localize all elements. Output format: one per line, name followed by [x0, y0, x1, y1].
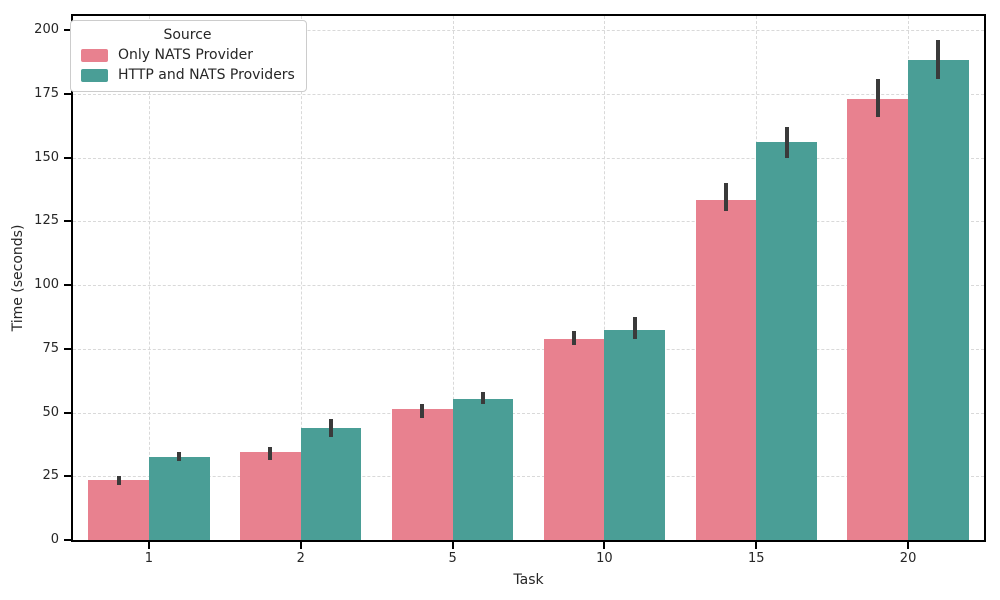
x-axis-title: Task [513, 572, 544, 588]
y-gridline [73, 30, 984, 32]
legend-label: HTTP and NATS Providers [118, 67, 295, 83]
y-tick [64, 284, 71, 287]
y-tick-label: 25 [42, 468, 59, 484]
y-tick-label: 75 [42, 340, 59, 356]
error-bar [632, 316, 637, 339]
bar-15-series-0 [695, 199, 757, 540]
plot-area [71, 14, 986, 542]
y-tick-label: 0 [50, 532, 59, 547]
y-tick [64, 220, 71, 223]
x-tick-label: 5 [448, 551, 457, 566]
y-gridline [73, 285, 984, 287]
x-tick [147, 542, 150, 549]
x-gridline [148, 16, 150, 540]
x-tick [755, 542, 758, 549]
x-tick-label: 2 [296, 551, 305, 566]
error-bar [268, 446, 273, 460]
y-tick [64, 347, 71, 350]
bar-5-series-0 [391, 408, 453, 540]
x-tick-label: 20 [899, 551, 917, 566]
legend-label: Only NATS Provider [118, 47, 254, 63]
error-bar [784, 127, 789, 158]
y-gridline [73, 348, 984, 350]
error-bar [875, 78, 880, 117]
legend-swatch-icon [81, 68, 108, 82]
x-tick [451, 542, 454, 549]
bar-20-series-1 [908, 59, 969, 540]
x-gridline [604, 16, 606, 540]
bar-1-series-0 [88, 480, 149, 540]
error-bar [420, 403, 425, 418]
y-gridline [73, 412, 984, 414]
y-tick-label: 175 [34, 85, 59, 101]
y-gridline [73, 157, 984, 159]
error-bar [116, 476, 121, 486]
x-gridline [300, 16, 302, 540]
bar-10-series-0 [543, 338, 605, 540]
y-tick [64, 156, 71, 159]
error-bar [723, 183, 728, 212]
error-bar [329, 418, 334, 437]
y-tick-label: 50 [42, 404, 59, 420]
y-tick-label: 150 [34, 149, 59, 165]
error-bar [572, 331, 577, 346]
y-tick [64, 475, 71, 478]
y-gridline [73, 476, 984, 478]
legend: Source Only NATS Provider HTTP and NATS … [70, 20, 307, 92]
bar-5-series-1 [452, 398, 514, 540]
bar-1-series-1 [148, 457, 210, 540]
x-tick [907, 542, 910, 549]
legend-item: Only NATS Provider [81, 47, 294, 63]
x-tick [299, 542, 302, 549]
x-tick [603, 542, 606, 549]
bar-2-series-1 [300, 427, 362, 540]
y-tick [64, 411, 71, 414]
y-gridline [73, 221, 984, 223]
error-bar [177, 452, 182, 461]
y-tick-label: 100 [34, 277, 59, 293]
error-bar [936, 40, 941, 79]
y-tick-label: 125 [34, 213, 59, 229]
x-gridline [452, 16, 454, 540]
legend-item: HTTP and NATS Providers [81, 67, 295, 83]
bar-15-series-1 [756, 142, 817, 540]
bar-10-series-1 [604, 329, 666, 540]
x-tick-label: 15 [747, 551, 765, 566]
x-tick-label: 1 [144, 551, 154, 566]
x-tick-label: 10 [596, 551, 613, 566]
legend-title: Source [163, 27, 212, 43]
y-tick-label: 200 [34, 22, 59, 38]
y-gridline [73, 93, 984, 95]
error-bar [480, 392, 485, 404]
y-tick [64, 29, 71, 32]
bar-20-series-0 [847, 99, 909, 540]
bar-2-series-0 [240, 452, 301, 540]
y-tick [64, 92, 71, 95]
legend-swatch-icon [81, 48, 108, 62]
y-tick [64, 539, 71, 541]
